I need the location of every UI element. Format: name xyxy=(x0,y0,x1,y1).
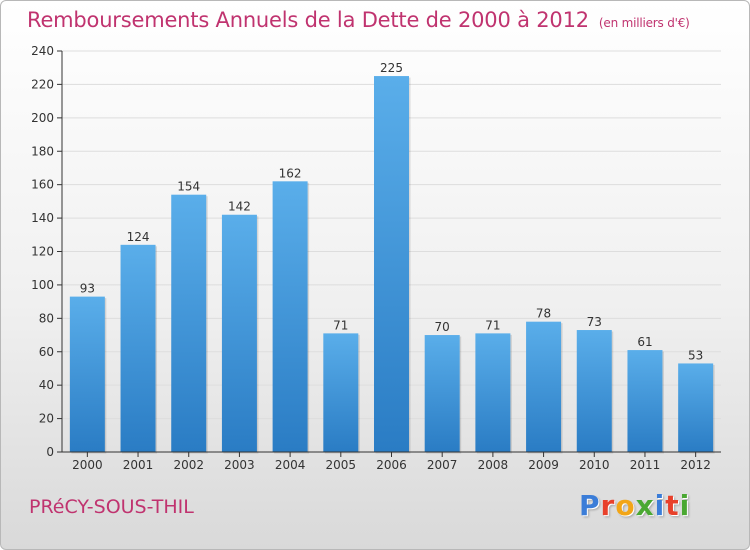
bar-chart: 93 124 154 142 162 71 225 70 71 78 73 61 53 0 20 40 60 8… xyxy=(31,44,721,472)
bar xyxy=(576,330,612,452)
y-tick-label: 240 xyxy=(31,44,54,58)
x-tick-label: 2009 xyxy=(528,458,559,472)
x-tick-label: 2000 xyxy=(72,458,103,472)
y-tick-label: 60 xyxy=(39,345,54,359)
y-tick-label: 140 xyxy=(31,211,54,225)
x-tick-label: 2005 xyxy=(326,458,357,472)
x-tick-label: 2001 xyxy=(123,458,154,472)
bar-value-label: 154 xyxy=(177,180,200,194)
bar-value-label: 225 xyxy=(380,61,403,75)
logo-letter: x xyxy=(635,489,655,522)
y-tick-label: 100 xyxy=(31,278,54,292)
proxiti-logo: Proxiti xyxy=(579,489,690,522)
x-tick-label: 2012 xyxy=(680,458,711,472)
bar-value-label: 71 xyxy=(333,318,348,332)
bar-value-label: 61 xyxy=(637,335,652,349)
bar xyxy=(374,76,409,452)
bar xyxy=(69,296,105,452)
bar-layer: 93 124 154 142 162 71 225 70 71 78 73 61 53 xyxy=(69,61,715,454)
x-tick-label: 2002 xyxy=(173,458,204,472)
logo-letter: t xyxy=(665,489,680,522)
bar-value-label: 162 xyxy=(279,166,302,180)
bar-value-label: 71 xyxy=(485,318,500,332)
x-tick-label: 2007 xyxy=(427,458,458,472)
y-tick-label: 160 xyxy=(31,178,54,192)
bar xyxy=(475,333,511,452)
logo-letter: o xyxy=(615,489,636,522)
bar-value-label: 142 xyxy=(228,200,251,214)
chart-title-text: Remboursements Annuels de la Dette de 20… xyxy=(27,8,589,32)
bar xyxy=(120,244,156,452)
bar xyxy=(272,181,308,452)
bar xyxy=(678,363,714,452)
x-tick-label: 2004 xyxy=(275,458,306,472)
city-name: PRéCY-SOUS-THIL xyxy=(29,496,194,518)
bar-value-label: 78 xyxy=(536,307,551,321)
x-tick-label: 2006 xyxy=(376,458,407,472)
bar xyxy=(323,333,359,452)
bar xyxy=(221,214,257,452)
logo-letter: r xyxy=(600,489,616,522)
y-tick-label: 40 xyxy=(39,378,54,392)
bar-value-label: 70 xyxy=(435,320,450,334)
y-tick-label: 120 xyxy=(31,245,54,259)
y-tick-label: 0 xyxy=(46,445,54,459)
bar xyxy=(424,335,460,452)
logo-letter: P xyxy=(579,489,601,522)
bar xyxy=(171,194,207,453)
axis-layer: 0 20 40 60 80 100 120 140 160 180 200 220 240 2000 200… xyxy=(31,44,721,472)
x-tick-label: 2003 xyxy=(224,458,255,472)
y-tick-label: 20 xyxy=(39,412,54,426)
bar-value-label: 93 xyxy=(80,282,95,296)
x-tick-label: 2010 xyxy=(579,458,610,472)
bar xyxy=(526,321,562,452)
y-tick-label: 180 xyxy=(31,144,54,158)
y-tick-label: 220 xyxy=(31,77,54,91)
bar xyxy=(627,350,663,452)
logo-letter: i xyxy=(679,489,691,522)
bar-value-label: 53 xyxy=(688,348,703,362)
logo-letter: i xyxy=(654,489,666,522)
bar-value-label: 124 xyxy=(127,230,150,244)
y-tick-label: 200 xyxy=(31,111,54,125)
bar-value-label: 73 xyxy=(587,315,602,329)
y-tick-label: 80 xyxy=(39,311,54,325)
chart-unit: (en milliers d'€) xyxy=(598,16,690,30)
x-tick-label: 2008 xyxy=(478,458,509,472)
x-tick-label: 2011 xyxy=(630,458,661,472)
chart-title: Remboursements Annuels de la Dette de 20… xyxy=(27,8,690,32)
